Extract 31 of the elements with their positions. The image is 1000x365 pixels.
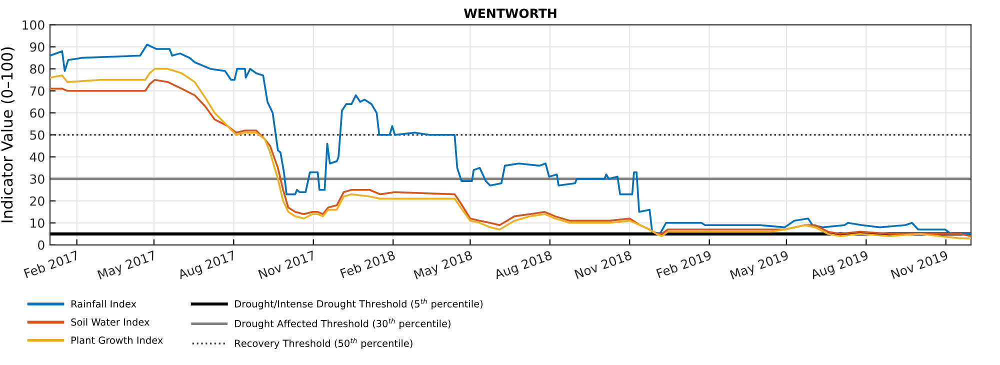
x-tick-label: Feb 2018 [340,250,396,278]
y-tick-label: 20 [30,196,44,206]
y-tick-label: 30 [30,174,44,184]
x-tick-label: Aug 2018 [494,250,554,282]
legend-label: Drought Affected Threshold (30$^{th}$ percentile) [235,318,450,330]
legend-label: Plant Growth Index [72,336,163,344]
legend-label: Recovery Threshold (50$^{th}$ percentile) [235,338,412,349]
y-axis-title: Indicator Value (0–100) [0,47,15,222]
x-tick-label: Aug 2019 [810,250,870,282]
x-tick-label: May 2018 [414,250,474,282]
x-tick-label: Nov 2017 [258,250,316,280]
y-tick-label: 50 [30,130,44,140]
y-tick-label: 70 [30,86,44,96]
legend-label: Drought/Intense Drought Threshold (5$^{th}$ percentile) [235,298,483,310]
x-tick-label: Nov 2018 [574,250,632,280]
y-tick-label: 90 [30,42,44,52]
legend-label: Soil Water Index [71,318,150,326]
y-tick-label: 0 [38,240,44,250]
x-tick-label: May 2017 [97,250,158,282]
x-tick-label: Feb 2017 [24,250,80,278]
x-tick-label: Aug 2017 [177,250,237,282]
y-tick-label: 80 [30,64,44,74]
y-tick-label: 100 [22,20,44,30]
y-tick-label: 40 [30,152,44,162]
chart-title: WENTWORTH [464,8,556,18]
x-tick-label: Nov 2019 [890,250,948,280]
x-tick-label: Feb 2019 [656,250,712,278]
x-tick-label: May 2019 [730,250,790,282]
y-tick-label: 60 [30,108,44,118]
legend-label: Rainfall Index [72,300,136,308]
y-tick-label: 10 [30,218,44,228]
